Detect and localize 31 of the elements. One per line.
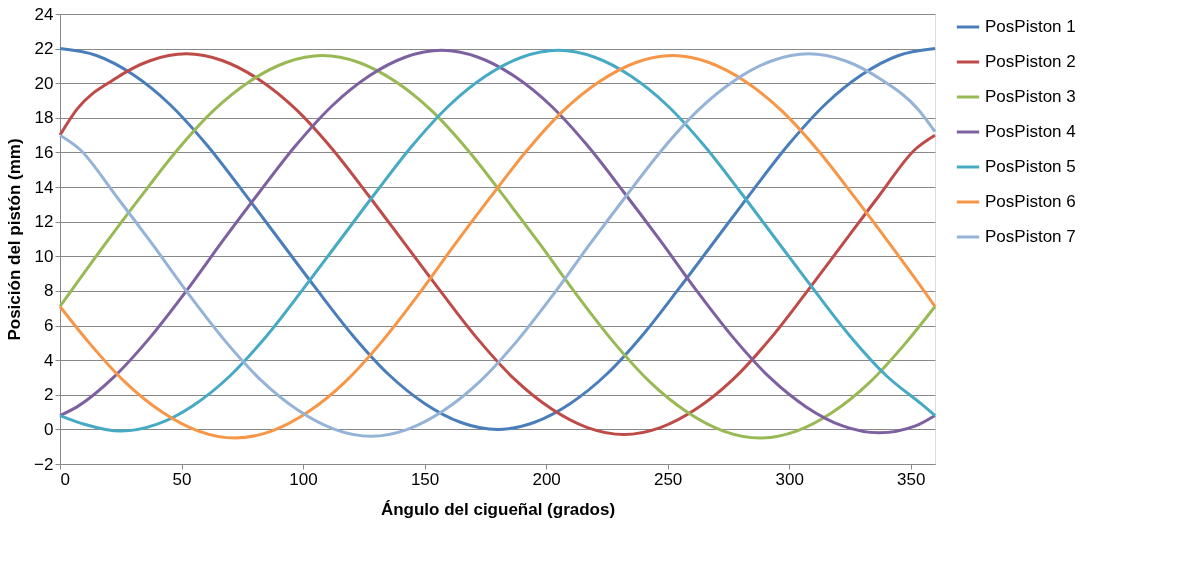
y-tick-label: 8 [44,281,54,301]
legend-label: PosPiston 7 [985,227,1076,246]
x-tick-label: 300 [775,469,804,489]
y-tick-label: 24 [34,4,54,24]
x-tick-label: 200 [532,469,561,489]
y-tick-label: 16 [34,142,54,162]
y-tick-label: 20 [34,73,54,93]
legend-label: PosPiston 1 [985,17,1076,36]
y-tick-label: 22 [34,39,54,59]
y-axis-title: Posición del pistón (mm) [5,138,25,341]
x-tick-label: 150 [410,469,440,489]
x-tick-label: 100 [289,469,318,489]
y-tick-label: 12 [34,212,54,232]
x-tick-label: 50 [172,469,192,489]
x-tick-label: 250 [653,469,683,489]
y-tick-label: 0 [44,419,54,439]
x-tick-label: 0 [60,469,70,489]
legend-label: PosPiston 5 [985,157,1076,176]
legend-label: PosPiston 6 [985,192,1076,211]
y-tick-label: 2 [44,385,54,405]
y-tick-label: 10 [34,246,54,266]
y-tick-label: 14 [34,177,54,197]
y-tick-label: 4 [44,350,54,370]
legend-label: PosPiston 3 [985,87,1076,106]
y-tick-label: 18 [34,108,54,128]
x-axis-title: Ángulo del cigueñal (grados) [380,499,616,519]
legend-label: PosPiston 4 [985,122,1076,141]
y-tick-label: 6 [44,316,54,336]
y-tick-label: −2 [34,454,54,474]
x-tick-label: 350 [897,469,926,489]
legend-label: PosPiston 2 [985,52,1076,71]
